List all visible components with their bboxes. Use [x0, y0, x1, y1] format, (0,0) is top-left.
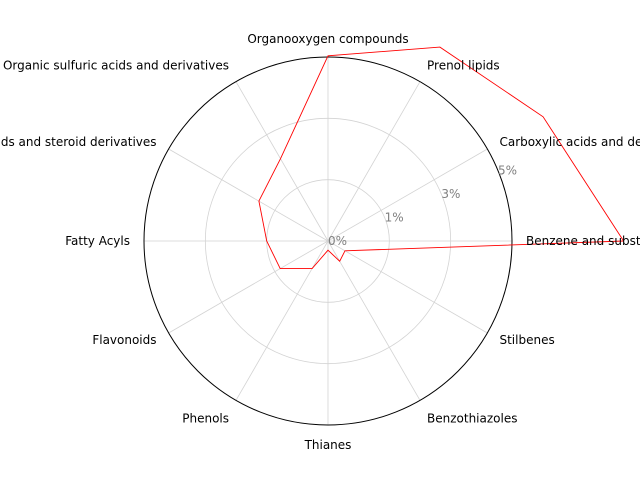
category-label: Phenols: [182, 411, 229, 425]
category-label: Fatty Acyls: [65, 234, 130, 248]
category-label: Stilbenes: [499, 333, 554, 347]
category-label: Carboxylic acids and derivatives: [499, 135, 640, 149]
category-label: Benzene and substituted derivatives: [526, 234, 640, 248]
category-label: Organooxygen compounds: [247, 32, 408, 46]
radial-tick-label: 5%: [498, 164, 517, 178]
radar-spoke: [327, 240, 488, 334]
radar-spoke: [168, 240, 329, 334]
radar-outer-frame: [143, 56, 513, 426]
category-label: Benzothiazoles: [427, 411, 517, 425]
radar-spoke: [327, 148, 488, 242]
radar-series: [258, 46, 624, 270]
category-label: Prenol lipids: [427, 59, 500, 73]
radar-spoke: [168, 148, 329, 242]
series-line: [258, 46, 624, 270]
radar-spoke: [235, 240, 329, 401]
radial-tick-label: 1%: [385, 211, 404, 225]
radar-grid: [143, 56, 513, 426]
radar-spoke: [327, 240, 421, 401]
radar-spoke: [327, 81, 421, 242]
radar-labels: 0% 1% 3% 5% Benzene and substituted derivati…: [0, 32, 640, 452]
category-label: Organic sulfuric acids and derivatives: [3, 59, 229, 73]
radial-tick-label: 0%: [328, 234, 347, 248]
category-label: Steroids and steroid derivatives: [0, 135, 157, 149]
radar-spoke: [235, 81, 329, 242]
radar-grid-circle: [204, 117, 452, 365]
radial-tick-label: 3%: [441, 187, 460, 201]
category-label: Flavonoids: [92, 333, 156, 347]
category-label: Thianes: [304, 438, 352, 452]
